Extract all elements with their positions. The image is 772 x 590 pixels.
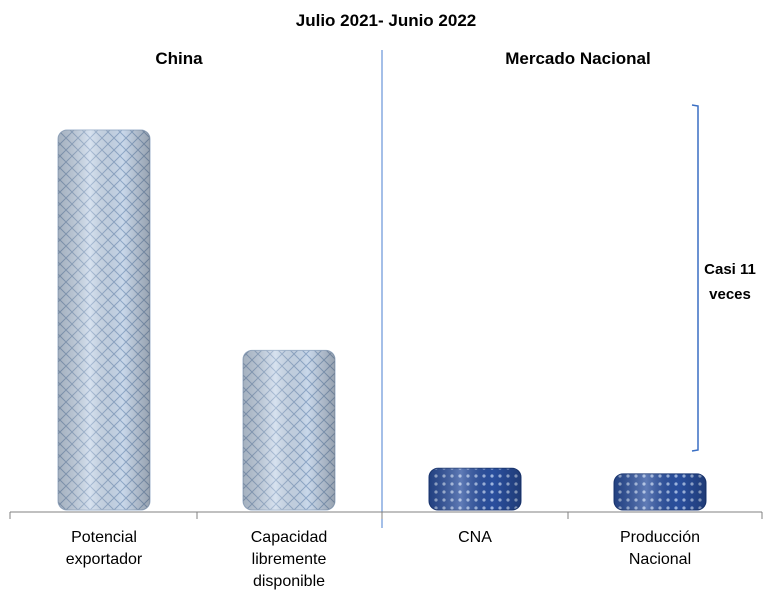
bar-1 [242,349,336,511]
group-label-mercado-nacional: Mercado Nacional [505,49,651,68]
bar-shade [58,130,150,510]
x-labels: Potencial exportador Capacidad libremente di… [66,529,700,590]
annotation-line-2: veces [709,286,751,303]
bar-shade [429,468,521,510]
annotation-line-1: Casi 11 [704,261,756,278]
bar-shade [614,473,706,510]
comparison-bracket [691,104,699,452]
x-ticks [9,512,763,519]
x-label-0-line-1: exportador [66,551,143,568]
bar-2 [428,467,522,511]
x-label-1-line-0: Capacidad [251,529,328,546]
x-label-3-line-0: Producción [620,529,700,546]
x-label-3-line-1: Nacional [629,551,691,568]
chart-title: Julio 2021- Junio 2022 [296,11,476,30]
x-label-1-line-2: disponible [253,573,325,590]
x-label-1-line-1: libremente [252,551,327,568]
bar-0 [57,129,151,511]
group-label-china: China [155,49,203,68]
x-label-2-line-0: CNA [458,529,492,546]
bars [57,129,707,511]
bar-shade [243,350,335,510]
x-label-0-line-0: Potencial [71,529,137,546]
bar-3 [613,473,707,511]
